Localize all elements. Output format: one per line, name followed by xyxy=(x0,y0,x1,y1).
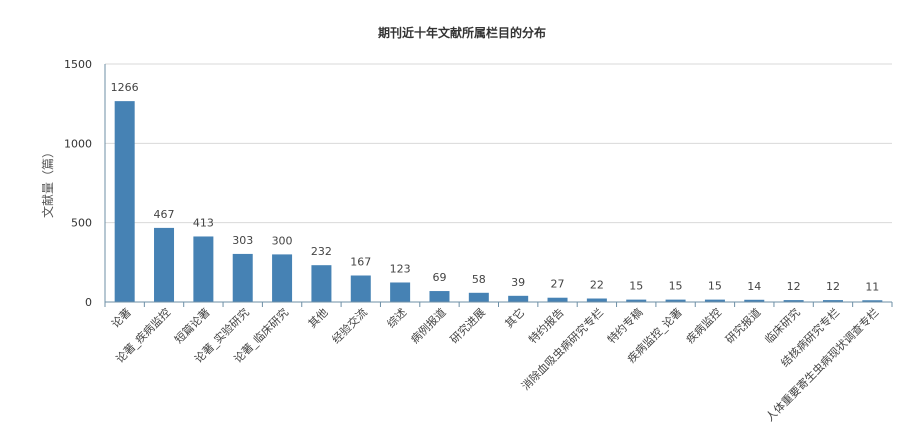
data-label: 58 xyxy=(472,273,486,286)
data-label: 123 xyxy=(390,262,411,275)
data-label: 12 xyxy=(787,280,801,293)
bar xyxy=(429,291,450,302)
bars xyxy=(114,101,883,303)
data-label: 12 xyxy=(826,280,840,293)
bar xyxy=(114,101,135,303)
bar xyxy=(744,299,765,302)
chart-title: 期刊近十年文献所属栏目的分布 xyxy=(378,25,546,40)
x-tick-label: 临床研究 xyxy=(762,305,803,346)
x-tick-label: 研究进展 xyxy=(447,305,488,346)
bar xyxy=(704,299,725,302)
data-label: 15 xyxy=(708,280,722,293)
x-tick-label: 论著 xyxy=(108,305,133,330)
y-axis-ticks: 0 500 1000 1500 xyxy=(64,58,92,309)
data-labels: 1266 467 413 303 300 232 167 123 69 58 39 27 22 15 15 1… xyxy=(111,81,880,293)
bar xyxy=(626,299,647,302)
x-tick-label: 短篇论著 xyxy=(171,305,212,346)
x-tick-label: 疾病监控 xyxy=(683,305,724,346)
bar xyxy=(508,295,529,302)
y-tick-label: 1000 xyxy=(64,137,92,150)
x-tick-label: 其它 xyxy=(502,305,527,330)
data-label: 1266 xyxy=(111,81,139,94)
x-tick-label: 特约报告 xyxy=(526,305,567,346)
bar xyxy=(862,300,883,302)
y-axis-label: 文献量（篇） xyxy=(40,146,55,218)
x-tick-label: 特约专稿 xyxy=(604,305,645,346)
data-label: 300 xyxy=(272,234,293,247)
x-axis xyxy=(104,64,893,307)
x-tick-label: 经验交流 xyxy=(329,305,370,346)
gridlines xyxy=(105,63,892,224)
x-tick-label: 其他 xyxy=(306,306,331,331)
data-label: 167 xyxy=(350,256,371,269)
data-label: 15 xyxy=(669,280,683,293)
x-tick-label: 研究报道 xyxy=(722,305,763,346)
data-label: 14 xyxy=(747,280,761,293)
y-tick-label: 500 xyxy=(71,217,92,230)
bar xyxy=(665,299,686,302)
data-label: 69 xyxy=(432,271,446,284)
bar xyxy=(311,265,332,302)
x-tick-label: 病例报道 xyxy=(408,305,449,346)
data-label: 15 xyxy=(629,280,643,293)
data-label: 22 xyxy=(590,279,604,292)
bar xyxy=(272,254,293,302)
data-label: 232 xyxy=(311,245,332,258)
data-label: 413 xyxy=(193,216,214,229)
bar xyxy=(547,297,568,302)
bar xyxy=(350,275,371,302)
y-tick-label: 0 xyxy=(85,296,92,309)
bar xyxy=(822,300,843,302)
bar xyxy=(783,300,804,302)
bar xyxy=(232,253,253,302)
y-tick-label: 1500 xyxy=(64,58,92,71)
bar xyxy=(154,227,175,302)
data-label: 467 xyxy=(154,208,175,221)
data-label: 39 xyxy=(511,276,525,289)
bar xyxy=(586,298,607,302)
bar xyxy=(193,236,214,302)
x-tick-label: 综述 xyxy=(384,305,409,330)
category-labels: 论著论著_疾病监控 短篇论著论著_实验研究论著_临床研究 其他 经验交流 综述 病例报道研… xyxy=(108,305,881,424)
data-label: 303 xyxy=(232,234,253,247)
data-label: 27 xyxy=(551,278,565,291)
bar xyxy=(468,292,489,302)
bar xyxy=(390,282,411,302)
data-label: 11 xyxy=(865,280,879,293)
